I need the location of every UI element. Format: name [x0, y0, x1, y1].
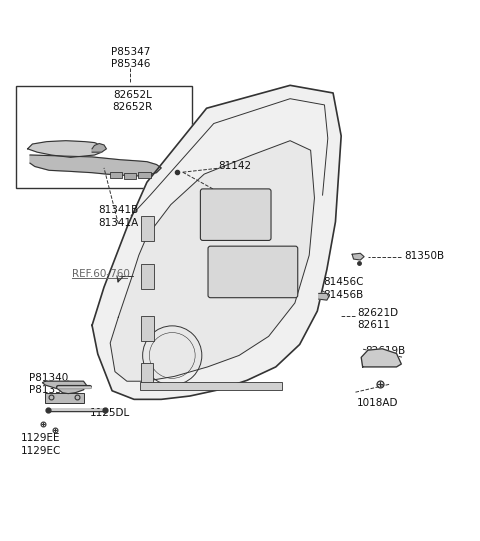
Bar [16, 86, 192, 188]
FancyBboxPatch shape [200, 189, 271, 240]
Bar [141, 216, 154, 241]
Bar [141, 316, 154, 341]
Polygon shape [110, 141, 314, 381]
Text: 81456C
81456B: 81456C 81456B [324, 278, 364, 300]
Polygon shape [361, 349, 401, 367]
Bar [140, 382, 282, 390]
Polygon shape [30, 155, 161, 176]
Text: 82621D
82611: 82621D 82611 [357, 308, 398, 331]
Bar [110, 171, 122, 179]
Polygon shape [92, 85, 341, 399]
Text: REF.60-760: REF.60-760 [72, 269, 130, 279]
Text: 81142: 81142 [218, 161, 252, 171]
Text: 82619B: 82619B [365, 346, 405, 355]
Text: 1129EE
1129EC: 1129EE 1129EC [20, 433, 60, 456]
Polygon shape [28, 141, 104, 157]
Polygon shape [42, 381, 86, 394]
Text: 1125DL: 1125DL [90, 408, 131, 418]
Text: 82652L
82652R: 82652L 82652R [112, 90, 153, 113]
Text: P81340
P81330: P81340 P81330 [28, 373, 68, 395]
Polygon shape [319, 293, 329, 300]
Bar [45, 393, 84, 403]
Text: 81341B
81341A: 81341B 81341A [98, 206, 138, 228]
Bar [138, 171, 151, 179]
Bar [124, 173, 136, 180]
FancyBboxPatch shape [208, 246, 298, 298]
Bar [141, 362, 153, 382]
Text: 1018AD: 1018AD [357, 398, 398, 408]
Text: 81350B: 81350B [405, 251, 445, 261]
Bar [141, 264, 154, 289]
Polygon shape [92, 143, 107, 152]
Text: P85347
P85346: P85347 P85346 [110, 47, 150, 69]
Polygon shape [352, 253, 364, 260]
